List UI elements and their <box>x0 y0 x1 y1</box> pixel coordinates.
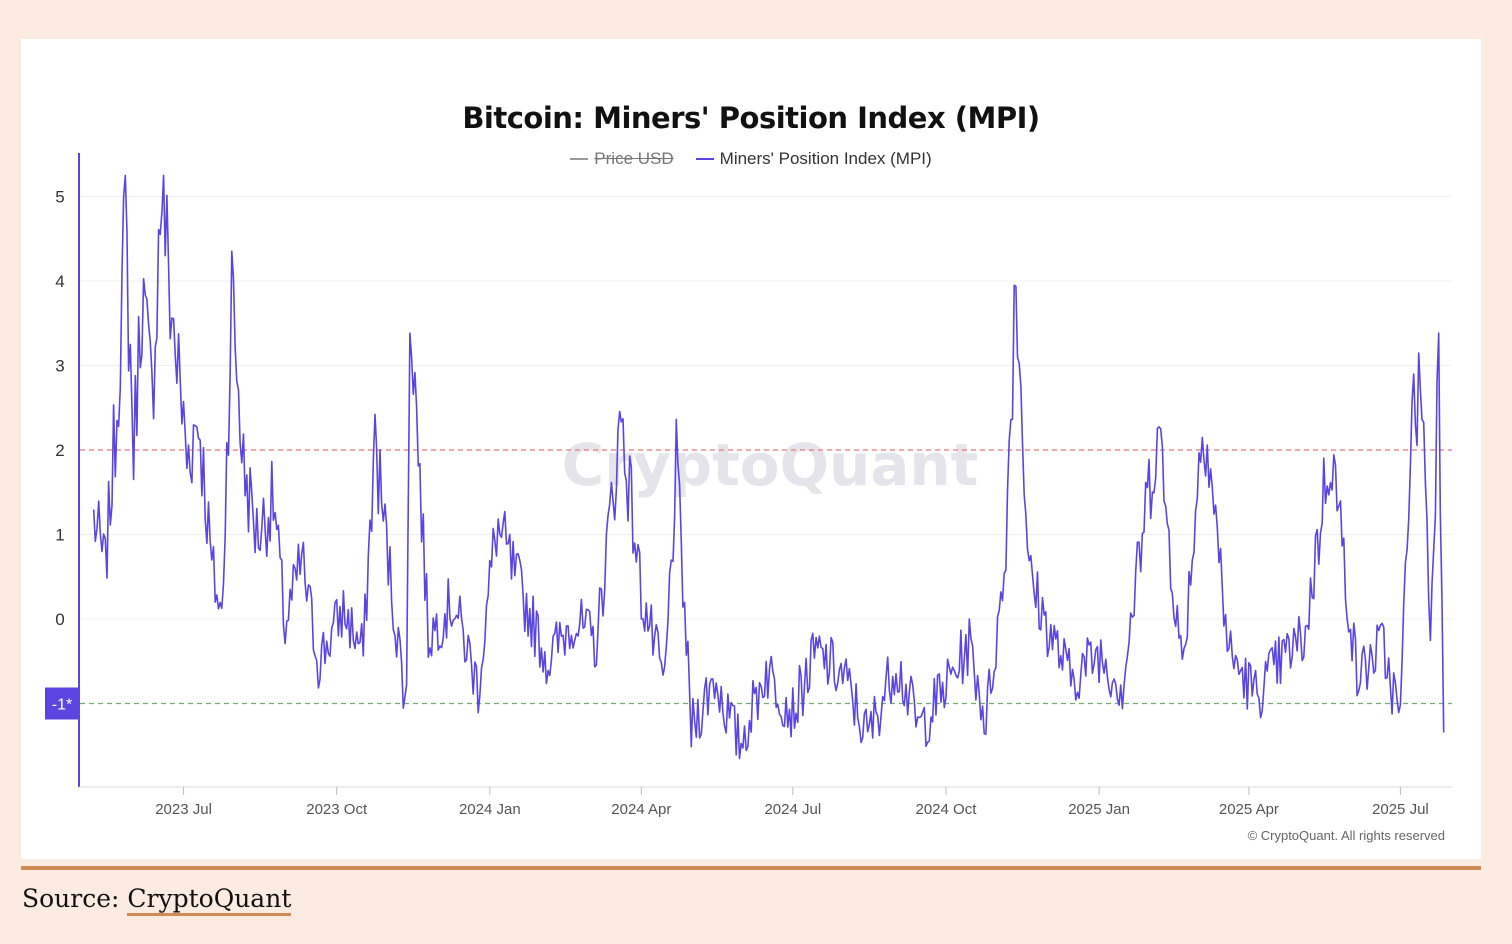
x-tick-label: 2024 Apr <box>611 801 671 818</box>
y-tick-label: 5 <box>55 188 64 207</box>
y-tick-label: 3 <box>55 357 64 376</box>
copyright-text: © CryptoQuant. All rights reserved <box>1248 828 1445 843</box>
legend-swatch-price-usd <box>570 158 589 160</box>
y-tick-label: 1 <box>55 526 64 545</box>
source-link[interactable]: CryptoQuant <box>127 884 292 916</box>
chart-legend: Price USD Miners' Position Index (MPI) <box>21 149 1481 169</box>
legend-item-price-usd[interactable]: Price USD <box>570 149 674 169</box>
x-tick-label: 2024 Jul <box>764 801 821 818</box>
x-tick-label: 2025 Jul <box>1372 801 1429 818</box>
source-prefix: Source: <box>22 884 128 913</box>
y-tick-label: 4 <box>55 272 64 291</box>
x-tick-label: 2023 Jul <box>155 801 212 818</box>
legend-item-mpi[interactable]: Miners' Position Index (MPI) <box>695 149 932 169</box>
y-marker-badge <box>45 687 79 720</box>
x-tick-label: 2025 Jan <box>1068 801 1130 818</box>
x-tick-label: 2024 Jan <box>459 801 521 818</box>
mpi-series-line <box>92 174 1445 760</box>
x-tick-label: 2025 Apr <box>1219 801 1279 818</box>
legend-label-mpi: Miners' Position Index (MPI) <box>719 149 932 168</box>
x-tick-label: 2023 Oct <box>306 801 368 818</box>
y-marker-label: -1* <box>52 697 72 714</box>
footer-divider <box>21 866 1481 870</box>
legend-label-price-usd: Price USD <box>594 149 674 168</box>
source-line: Source: CryptoQuant <box>22 884 292 916</box>
chart-title: Bitcoin: Miners' Position Index (MPI) <box>462 101 1040 135</box>
x-tick-label: 2024 Oct <box>916 801 978 818</box>
legend-swatch-mpi <box>695 158 714 160</box>
y-tick-label: 0 <box>55 610 64 629</box>
y-tick-label: 2 <box>55 441 64 460</box>
